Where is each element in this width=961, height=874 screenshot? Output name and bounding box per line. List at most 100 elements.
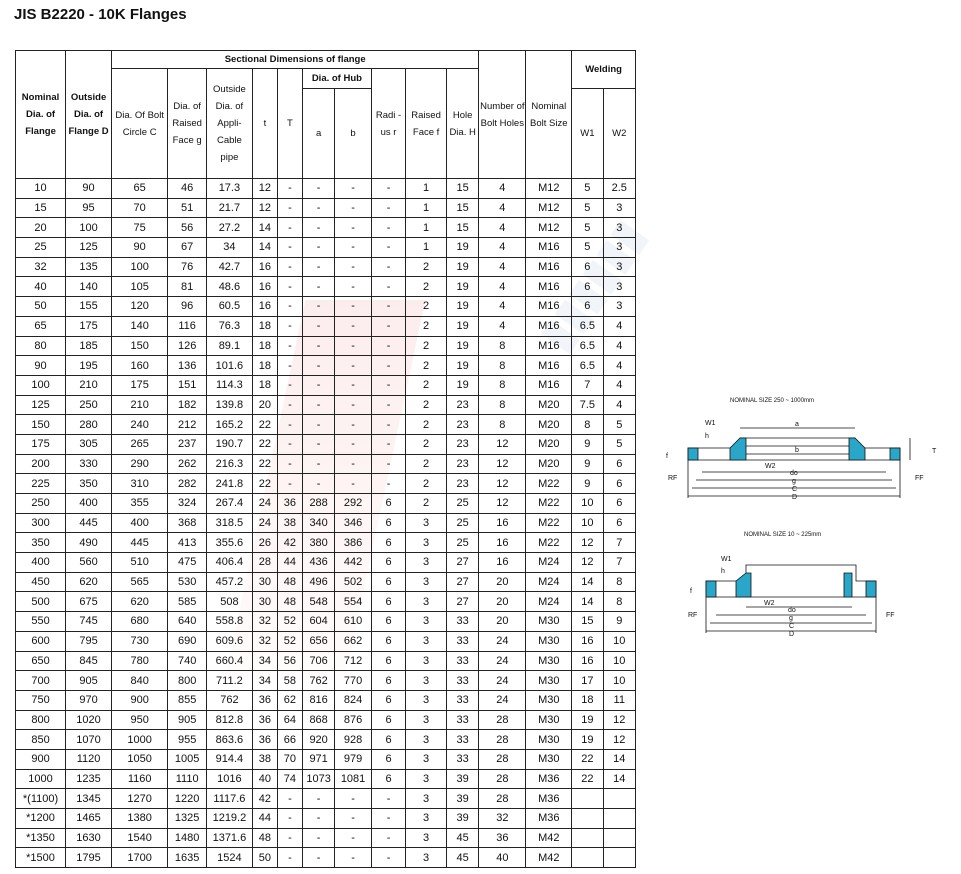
table-cell: M16 (525, 256, 573, 278)
table-cell: 1 (405, 178, 447, 199)
table-cell: 656 (301, 630, 336, 652)
table-cell: 265 (110, 433, 169, 455)
table-cell: 2 (405, 256, 447, 278)
table-cell: 6 (370, 552, 407, 573)
table-cell: 20 (478, 571, 527, 593)
table-cell: 100 (110, 256, 169, 278)
table-cell: 39 (445, 768, 480, 790)
table-cell: 150 (110, 335, 169, 357)
header-w2: W2 (602, 88, 637, 179)
table-cell: 1700 (110, 847, 169, 869)
table-cell: 24 (251, 512, 278, 534)
table-cell: 185 (65, 335, 112, 357)
table-cell: 502 (334, 571, 372, 593)
table-row: 20 100 75 56 27.2 14- - - -1 15 4 M12 5 3 (14, 217, 637, 239)
table-row: 10 90 65 46 17.3 12- - - -1 15 4 M12 5 2.5 (14, 178, 637, 199)
table-cell: 105 (110, 276, 169, 298)
table-cell: 812.8 (205, 709, 253, 731)
table-cell: 4 (478, 197, 527, 219)
table-cell: 780 (110, 650, 169, 672)
table-cell: - (334, 394, 372, 416)
table-cell: 445 (110, 532, 169, 554)
svg-text:T: T (932, 448, 937, 455)
svg-text:do: do (790, 470, 798, 477)
table-cell: - (301, 256, 336, 278)
table-cell: 140 (65, 276, 112, 298)
table-cell: 6 (370, 748, 407, 770)
table-cell: 6 (370, 768, 407, 790)
table-row: 90 195 160 136 101.6 18- - - -2 19 8 M16 6.5 4 (14, 355, 637, 376)
table-cell: 12 (251, 178, 278, 199)
table-cell: *1500 (14, 847, 67, 869)
table-cell: 3 (405, 650, 447, 672)
table-cell: 8 (478, 394, 527, 416)
table-cell: - (276, 276, 303, 298)
table-cell: M20 (525, 394, 573, 416)
table-cell: 876 (334, 709, 372, 731)
table-cell (602, 788, 637, 809)
table-cell: - (334, 178, 372, 199)
table-cell: - (334, 788, 372, 809)
table-cell: 17.3 (205, 178, 253, 199)
table-cell: 5 (571, 178, 604, 199)
table-cell: 32 (14, 256, 67, 278)
svg-text:h: h (705, 433, 709, 440)
table-cell: 100 (14, 374, 67, 396)
header-raised-face-f: Raised Face f (405, 68, 447, 179)
table-cell: - (370, 847, 407, 869)
table-cell: 795 (65, 630, 112, 652)
table-cell: - (276, 788, 303, 809)
table-cell: 25 (445, 532, 480, 554)
table-cell: 9 (571, 453, 604, 475)
table-cell: 18 (251, 374, 278, 396)
table-cell: 42 (251, 788, 278, 809)
table-cell: 1000 (110, 729, 169, 750)
table-cell: 52 (276, 630, 303, 652)
table-cell: 6.5 (571, 335, 604, 357)
table-cell: 18 (251, 335, 278, 357)
svg-text:g: g (792, 478, 796, 485)
table-cell: 27.2 (205, 217, 253, 239)
table-cell: 14 (251, 237, 278, 258)
table-cell: 3 (405, 630, 447, 652)
table-cell: 250 (14, 493, 67, 514)
table-cell: - (370, 788, 407, 809)
table-cell: 560 (65, 552, 112, 573)
table-cell: - (276, 374, 303, 396)
table-cell: 10 (602, 650, 637, 672)
table-cell: M16 (525, 276, 573, 298)
table-cell: - (276, 296, 303, 317)
header-t: t (251, 68, 278, 179)
table-cell: M12 (525, 178, 573, 199)
diagram-bottom-caption: NOMINAL SIZE 10 ~ 225mm (744, 532, 822, 538)
table-cell: 14 (251, 217, 278, 239)
table-cell: 42 (276, 532, 303, 554)
table-cell: 23 (445, 414, 480, 435)
table-cell: 6 (370, 650, 407, 672)
table-cell: 28 (478, 788, 527, 809)
table-cell: 15 (445, 178, 480, 199)
table-cell: 22 (571, 768, 604, 790)
table-cell: 42.7 (205, 256, 253, 278)
table-cell: 24 (478, 689, 527, 711)
table-cell: 24 (478, 630, 527, 652)
table-cell: M22 (525, 473, 573, 494)
table-cell: 1 (405, 197, 447, 219)
table-cell: 48 (276, 571, 303, 593)
table-cell: 62 (276, 689, 303, 711)
table-cell: 400 (65, 493, 112, 514)
table-cell: 3 (602, 217, 637, 239)
table-cell: - (276, 453, 303, 475)
table-cell: 45 (445, 847, 480, 869)
table-cell: - (334, 453, 372, 475)
table-cell: 8 (478, 414, 527, 435)
table-cell: 175 (14, 433, 67, 455)
table-cell: - (334, 296, 372, 317)
table-cell: - (301, 433, 336, 455)
table-cell: 76.3 (205, 315, 253, 337)
diagram-top-label-w1: W1 (705, 420, 716, 427)
table-cell: 604 (301, 611, 336, 632)
table-cell: 40 (478, 847, 527, 869)
table-cell: 75 (110, 217, 169, 239)
table-cell: 2 (405, 433, 447, 455)
